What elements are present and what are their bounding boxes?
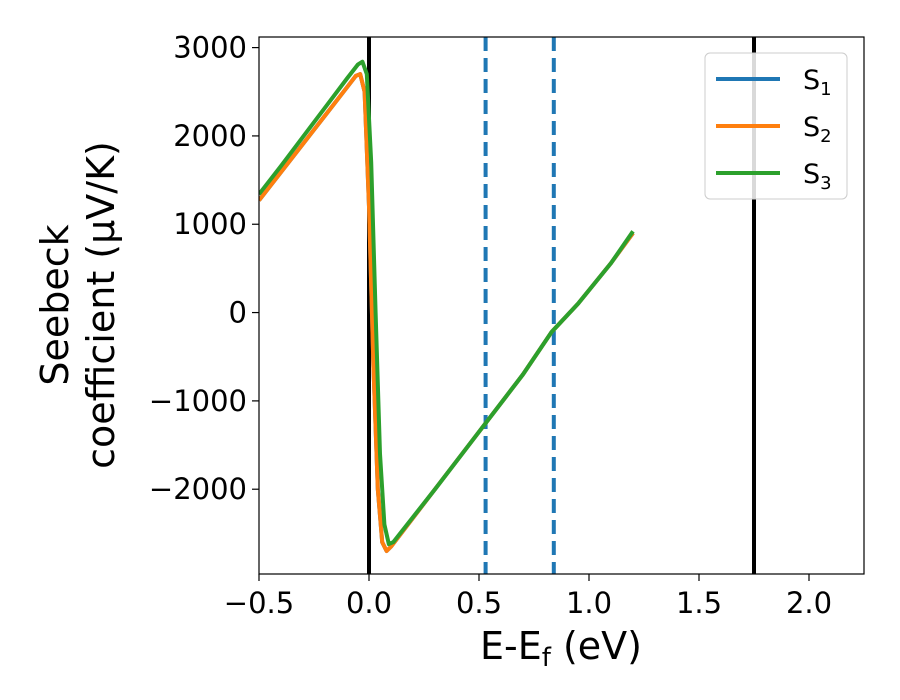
series-line-S3 xyxy=(259,59,635,546)
y-axis-label-line-1: Seebeck xyxy=(33,224,77,385)
x-tick-label-3: 1.0 xyxy=(566,586,612,620)
x-axis: −0.5 0.0 0.5 1.0 1.5 2.0 xyxy=(224,574,832,620)
x-tick-label-2: 0.5 xyxy=(456,586,502,620)
x-tick-label-4: 1.5 xyxy=(676,586,722,620)
legend-label-S3: S3 xyxy=(803,159,832,194)
y-tick-label-1: 2000 xyxy=(173,119,247,153)
plot-frame xyxy=(258,36,865,575)
y-tick-label-3: 0 xyxy=(229,296,247,330)
legend-label-S2: S2 xyxy=(803,112,832,147)
y-axis-label-line-2: coefficient (μV/K) xyxy=(79,141,123,469)
y-tick-label-0: 3000 xyxy=(173,31,247,65)
x-tick-label-5: 2.0 xyxy=(786,586,832,620)
x-tick-label-0: −0.5 xyxy=(224,586,294,620)
y-tick-label-4: −1000 xyxy=(149,384,247,418)
legend-label-S1: S1 xyxy=(803,65,832,100)
x-tick-label-1: 0.0 xyxy=(346,586,392,620)
y-tick-label-2: 1000 xyxy=(173,207,247,241)
series-lines xyxy=(259,59,635,553)
y-axis: 3000 2000 1000 0 −1000 −2000 xyxy=(149,31,259,506)
x-axis-label: E-Ef (eV) xyxy=(480,624,642,673)
legend: S1 S2 S3 xyxy=(704,52,848,200)
y-tick-label-5: −2000 xyxy=(149,472,247,506)
